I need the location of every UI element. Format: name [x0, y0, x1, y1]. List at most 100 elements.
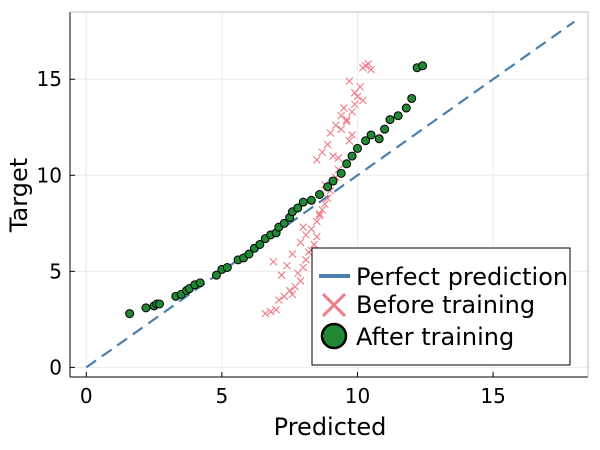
x-marker-stroke — [312, 232, 321, 241]
before-training-point — [312, 156, 321, 164]
x-axis-title: Predicted — [274, 413, 387, 441]
before-training-point — [348, 131, 356, 139]
before-training-point — [318, 205, 327, 214]
before-training-point — [359, 96, 367, 105]
x-tick-label: 15 — [480, 384, 505, 408]
x-marker-stroke — [350, 100, 359, 109]
x-marker-stroke — [269, 257, 278, 266]
before-training-point — [285, 286, 294, 295]
before-training-point — [350, 88, 359, 97]
before-training-point — [288, 250, 297, 258]
x-marker-stroke — [299, 223, 308, 232]
x-marker-stroke — [359, 96, 367, 105]
after-training-point — [393, 111, 403, 121]
before-training-point — [350, 100, 359, 109]
legend-box — [311, 247, 571, 366]
after-training-point — [352, 143, 362, 153]
after-training-point — [374, 134, 384, 144]
x-marker-stroke — [318, 148, 327, 157]
x-marker-stroke — [323, 194, 332, 203]
x-marker-stroke — [307, 225, 316, 233]
after-training-point — [366, 130, 376, 140]
before-training-point — [342, 115, 351, 124]
x-marker-stroke — [329, 152, 337, 160]
x-marker-stroke — [342, 117, 351, 126]
before-training-point — [283, 261, 291, 270]
x-marker-stroke — [299, 263, 308, 272]
before-training-point — [266, 307, 275, 316]
after-training-point — [125, 309, 135, 319]
x-marker-stroke — [312, 217, 321, 226]
legend-label-before-training: Before training — [356, 291, 535, 319]
after-training-point — [211, 270, 221, 280]
legend: Perfect prediction Before training After… — [311, 247, 571, 366]
x-marker-stroke — [318, 205, 327, 214]
x-tick-label: 5 — [216, 384, 229, 408]
before-training-point — [323, 140, 332, 149]
before-training-point — [318, 148, 327, 157]
x-marker-stroke — [350, 88, 359, 97]
axes — [69, 11, 589, 378]
before-training-point — [315, 209, 324, 218]
after-training-point — [328, 176, 338, 186]
x-marker-stroke — [367, 65, 375, 74]
x-marker-stroke — [312, 156, 321, 164]
after-training-point — [342, 159, 352, 169]
x-marker-stroke — [345, 136, 354, 145]
before-training-point — [337, 125, 346, 134]
before-training-point — [331, 121, 340, 130]
x-marker-stroke — [334, 154, 343, 162]
before-training-point — [334, 154, 343, 162]
after-training-point — [361, 136, 371, 146]
x-marker-stroke — [285, 286, 294, 295]
x-marker-stroke — [261, 309, 270, 318]
x-marker-stroke — [302, 255, 310, 264]
x-marker-stroke — [340, 104, 348, 112]
x-marker-stroke — [315, 209, 324, 218]
y-tick-label: 10 — [37, 163, 62, 187]
before-training-point — [299, 263, 308, 272]
x-marker-stroke — [345, 77, 354, 86]
before-training-point — [329, 152, 337, 160]
after-training-point — [279, 218, 289, 228]
legend-label-perfect-prediction: Perfect prediction — [356, 263, 568, 291]
before-training-point — [345, 77, 354, 86]
after-training-point — [323, 182, 333, 192]
x-marker-stroke — [326, 186, 335, 195]
before-training-point — [315, 211, 324, 220]
x-marker-stroke — [323, 140, 332, 149]
x-marker-stroke — [331, 121, 340, 130]
after-training-point — [347, 151, 357, 161]
before-training-point — [326, 129, 335, 137]
before-training-point — [367, 65, 375, 74]
x-marker-stroke — [277, 271, 286, 280]
x-marker-stroke — [337, 111, 346, 120]
after-training-point — [315, 190, 325, 199]
x-marker-stroke — [266, 307, 275, 316]
x-marker-stroke — [348, 108, 356, 116]
x-marker-stroke — [288, 250, 297, 258]
x-marker-stroke — [283, 261, 291, 270]
perfect-prediction-line — [85, 20, 576, 369]
after-training-point — [407, 93, 417, 103]
before-training-point — [353, 92, 362, 101]
after-training-point — [141, 303, 151, 313]
x-marker-stroke — [326, 129, 335, 137]
before-training-point — [323, 194, 332, 203]
x-marker-stroke — [337, 125, 346, 134]
y-tick-label: 15 — [37, 67, 62, 91]
x-marker-stroke — [364, 59, 373, 68]
x-marker-stroke — [296, 238, 305, 247]
x-marker-stroke — [321, 200, 329, 208]
series-layer — [85, 20, 576, 369]
x-marker-stroke — [310, 240, 318, 249]
before-training-point — [299, 223, 308, 232]
after-training-point — [195, 278, 205, 288]
y-axis-title: Target — [5, 158, 33, 233]
x-marker-stroke — [274, 296, 283, 305]
y-tick-label: 5 — [49, 259, 62, 283]
before-training-point — [321, 200, 329, 208]
before-training-point — [274, 296, 283, 305]
x-tick-label: 0 — [80, 384, 93, 408]
